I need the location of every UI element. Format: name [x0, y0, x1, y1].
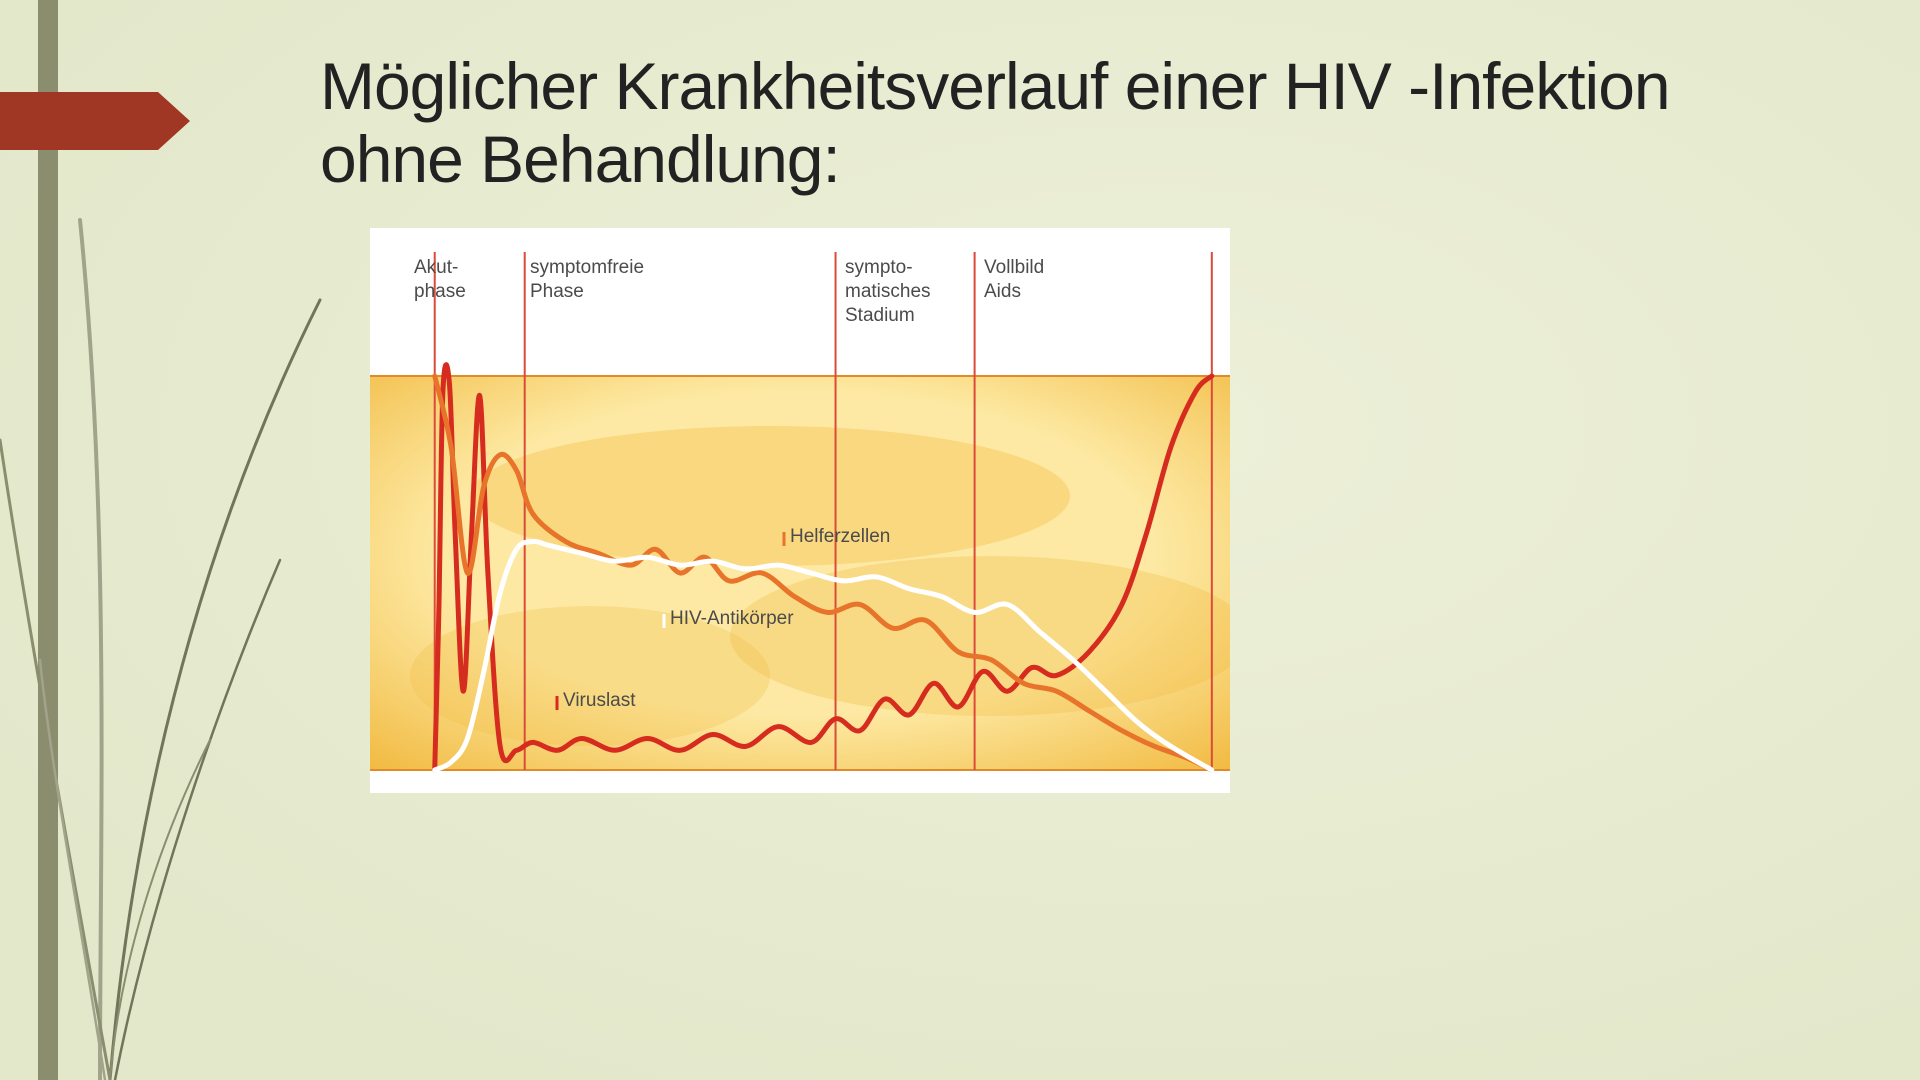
phase-label: Vollbild Aids [984, 256, 1044, 304]
series-label: Helferzellen [790, 526, 890, 548]
slide-title: Möglicher Krankheitsverlauf einer HIV -I… [320, 50, 1820, 195]
series-label: Viruslast [563, 690, 636, 712]
left-accent-bar [38, 0, 58, 1080]
series-label: HIV-Antikörper [670, 608, 794, 630]
phase-label: Akut- phase [414, 256, 466, 304]
phase-label: sympto- matisches Stadium [845, 256, 931, 327]
hiv-progression-chart: Akut- phase symptomfreie Phase sympto- mat… [370, 228, 1230, 793]
phase-label: symptomfreie Phase [530, 256, 644, 304]
arrow-badge [0, 92, 190, 150]
